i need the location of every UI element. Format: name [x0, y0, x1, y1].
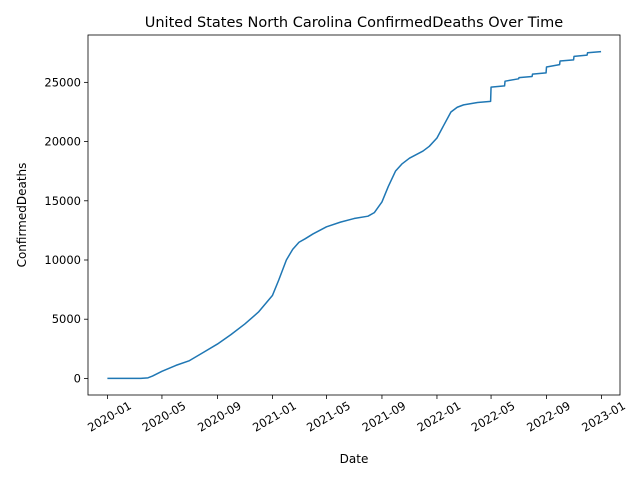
- axes-frame: [87, 34, 621, 396]
- y-tick-label: 10000: [44, 253, 81, 267]
- plot-area: 2020-01 2020-05 2020-09 2021-01 2021-05 2021-…: [44, 34, 628, 435]
- series-line: [107, 50, 602, 380]
- y-tick-label: 20000: [44, 135, 81, 149]
- y-axis-ticks: 0 5000 10000 15000 20000 25000: [44, 75, 88, 385]
- y-tick-label: 5000: [52, 312, 81, 326]
- chart-title: United States North Carolina ConfirmedDe…: [145, 15, 564, 31]
- x-axis-label: Date: [340, 452, 369, 466]
- y-tick-label: 25000: [44, 75, 81, 89]
- axes-background: [88, 35, 620, 395]
- y-axis-label: ConfirmedDeaths: [15, 163, 29, 268]
- y-tick-label: 0: [74, 371, 81, 385]
- y-tick-label: 15000: [44, 194, 81, 208]
